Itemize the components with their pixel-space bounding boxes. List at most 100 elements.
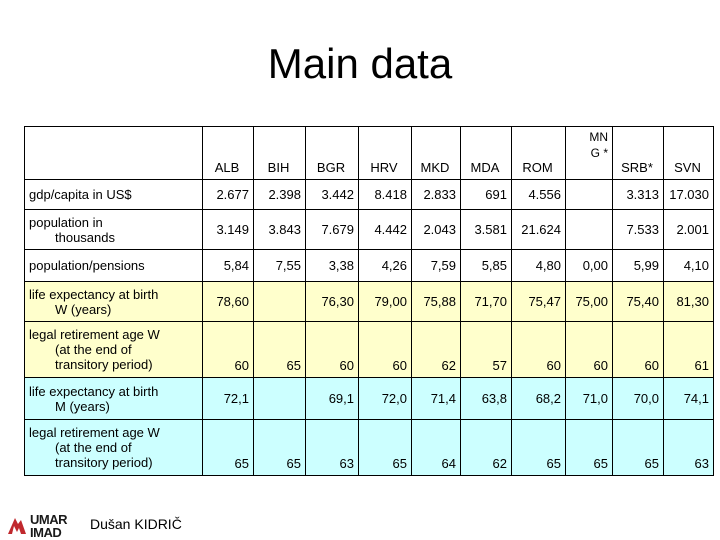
- table-cell: 21.624: [511, 209, 566, 250]
- table-cell: 60: [612, 321, 664, 378]
- table-cell: 75,47: [511, 281, 566, 322]
- table-row: life expectancy at birth W (years) 78,60…: [24, 281, 714, 322]
- table-cell: 81,30: [663, 281, 714, 322]
- table-cell: [253, 281, 306, 322]
- table-cell: 75,40: [612, 281, 664, 322]
- table-cell: 60: [511, 321, 566, 378]
- table-cell: 75,88: [411, 281, 461, 322]
- row-label-line: life expectancy at birth: [29, 286, 159, 302]
- table-row: life expectancy at birth M (years) 72,1 …: [24, 377, 714, 420]
- column-header-alb: ALB: [202, 126, 254, 180]
- row-label: legal retirement age W (at the end of tr…: [24, 321, 203, 378]
- table-cell: 63,8: [460, 377, 512, 420]
- table-cell: 71,0: [565, 377, 613, 420]
- umar-logo-mark-icon: [8, 518, 26, 534]
- table-cell: 3.442: [305, 179, 359, 210]
- main-data-table: ALB BIH BGR HRV MKD MDA ROM MNG * SRB* S…: [24, 126, 714, 476]
- column-header-mng: MNG *: [565, 126, 613, 180]
- table-cell: 69,1: [305, 377, 359, 420]
- table-cell: 65: [253, 419, 306, 476]
- table-cell: 3,38: [305, 249, 359, 282]
- table-cell: 61: [663, 321, 714, 378]
- table-cell: 72,0: [358, 377, 412, 420]
- column-header-bgr: BGR: [305, 126, 359, 180]
- table-cell: 64: [411, 419, 461, 476]
- row-label-line: W (years): [55, 301, 112, 317]
- table-row: legal retirement age W (at the end of tr…: [24, 419, 714, 476]
- table-cell: 4,10: [663, 249, 714, 282]
- table-cell: 5,85: [460, 249, 512, 282]
- table-cell: [565, 209, 613, 250]
- table-row: population/pensions 5,84 7,55 3,38 4,26 …: [24, 249, 714, 282]
- table-cell: 691: [460, 179, 512, 210]
- row-label-line: gdp/capita in US$: [29, 187, 132, 202]
- table-cell: 63: [305, 419, 359, 476]
- row-label-line: population in: [29, 214, 103, 230]
- table-cell: 8.418: [358, 179, 412, 210]
- table-cell: 60: [202, 321, 254, 378]
- table-cell: 78,60: [202, 281, 254, 322]
- column-header-mda: MDA: [460, 126, 512, 180]
- header-corner-cell: [24, 126, 203, 180]
- column-header-svn: SVN: [663, 126, 714, 180]
- table-cell: 76,30: [305, 281, 359, 322]
- column-header-rom: ROM: [511, 126, 566, 180]
- table-cell: 57: [460, 321, 512, 378]
- table-cell: 3.581: [460, 209, 512, 250]
- logo-text-umar: UMAR: [30, 512, 68, 527]
- row-label-line: life expectancy at birth: [29, 383, 159, 399]
- table-cell: 65: [358, 419, 412, 476]
- table-cell: 72,1: [202, 377, 254, 420]
- row-label-line: population/pensions: [29, 258, 145, 273]
- table-cell: 3.313: [612, 179, 664, 210]
- table-row: gdp/capita in US$ 2.677 2.398 3.442 8.41…: [24, 179, 714, 210]
- table-cell: 2.677: [202, 179, 254, 210]
- logo-text-imad: IMAD: [30, 525, 62, 540]
- table-cell: 62: [411, 321, 461, 378]
- row-label-line: (at the end of: [55, 440, 132, 455]
- table-cell: 7.679: [305, 209, 359, 250]
- table-cell: 63: [663, 419, 714, 476]
- table-cell: [253, 377, 306, 420]
- author-name: Dušan KIDRIČ: [90, 516, 182, 532]
- table-row: legal retirement age W (at the end of tr…: [24, 321, 714, 378]
- table-cell: 65: [511, 419, 566, 476]
- row-label: population in thousands: [24, 209, 203, 250]
- row-label-line: legal retirement age W: [29, 425, 160, 440]
- table-cell: 2.001: [663, 209, 714, 250]
- row-label-line: M (years): [55, 398, 110, 414]
- table-cell: 3.843: [253, 209, 306, 250]
- table-cell: 2.833: [411, 179, 461, 210]
- table-cell: 70,0: [612, 377, 664, 420]
- table-cell: 7,59: [411, 249, 461, 282]
- table-cell: 7.533: [612, 209, 664, 250]
- slide-title: Main data: [267, 40, 453, 87]
- table-header-row: ALB BIH BGR HRV MKD MDA ROM MNG * SRB* S…: [24, 126, 714, 180]
- row-label: legal retirement age W (at the end of tr…: [24, 419, 203, 476]
- table-cell: 3.149: [202, 209, 254, 250]
- umar-imad-logo: UMAR IMAD: [6, 512, 76, 540]
- table-cell: 65: [612, 419, 664, 476]
- table-cell: 4,80: [511, 249, 566, 282]
- table-cell: 65: [202, 419, 254, 476]
- table-cell: 2.398: [253, 179, 306, 210]
- table-cell: 60: [358, 321, 412, 378]
- row-label: gdp/capita in US$: [24, 179, 203, 210]
- column-header-mkd: MKD: [411, 126, 461, 180]
- table-cell: 4,26: [358, 249, 412, 282]
- row-label: life expectancy at birth M (years): [24, 377, 203, 420]
- table-cell: 17.030: [663, 179, 714, 210]
- table-cell: 74,1: [663, 377, 714, 420]
- table-cell: 5,99: [612, 249, 664, 282]
- table-cell: 4.556: [511, 179, 566, 210]
- table-cell: 60: [565, 321, 613, 378]
- row-label-line: transitory period): [55, 455, 153, 470]
- row-label-line: transitory period): [55, 357, 153, 372]
- table-cell: 4.442: [358, 209, 412, 250]
- row-label-line: thousands: [55, 229, 115, 245]
- table-cell: 7,55: [253, 249, 306, 282]
- row-label: population/pensions: [24, 249, 203, 282]
- table-cell: 65: [565, 419, 613, 476]
- table-row: population in thousands 3.149 3.843 7.67…: [24, 209, 714, 250]
- table-cell: 65: [253, 321, 306, 378]
